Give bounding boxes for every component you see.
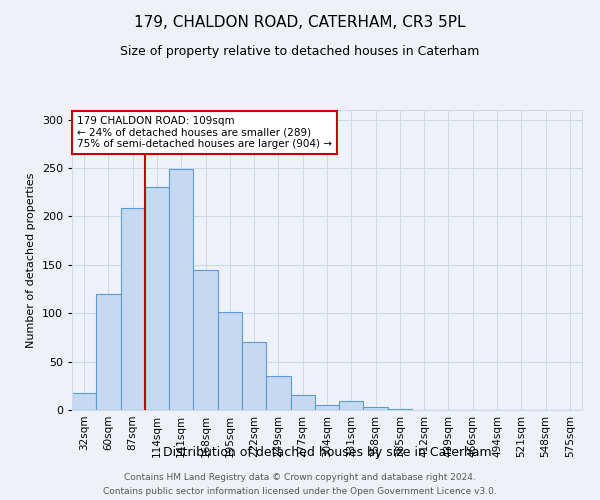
Bar <box>218 312 242 410</box>
Text: Contains HM Land Registry data © Crown copyright and database right 2024.: Contains HM Land Registry data © Crown c… <box>124 473 476 482</box>
Bar <box>193 270 218 410</box>
Bar <box>339 402 364 410</box>
Bar <box>169 169 193 410</box>
Bar <box>96 294 121 410</box>
Text: 179, CHALDON ROAD, CATERHAM, CR3 5PL: 179, CHALDON ROAD, CATERHAM, CR3 5PL <box>134 15 466 30</box>
Text: 179 CHALDON ROAD: 109sqm
← 24% of detached houses are smaller (289)
75% of semi-: 179 CHALDON ROAD: 109sqm ← 24% of detach… <box>77 116 332 149</box>
Bar <box>388 409 412 410</box>
Bar <box>364 407 388 410</box>
Bar <box>242 342 266 410</box>
Y-axis label: Number of detached properties: Number of detached properties <box>26 172 36 348</box>
Bar <box>121 208 145 410</box>
Bar <box>72 392 96 410</box>
Text: Contains public sector information licensed under the Open Government Licence v3: Contains public sector information licen… <box>103 486 497 496</box>
Bar <box>315 405 339 410</box>
Text: Size of property relative to detached houses in Caterham: Size of property relative to detached ho… <box>121 45 479 58</box>
Text: Distribution of detached houses by size in Caterham: Distribution of detached houses by size … <box>163 446 491 459</box>
Bar <box>145 188 169 410</box>
Bar <box>266 376 290 410</box>
Bar <box>290 396 315 410</box>
